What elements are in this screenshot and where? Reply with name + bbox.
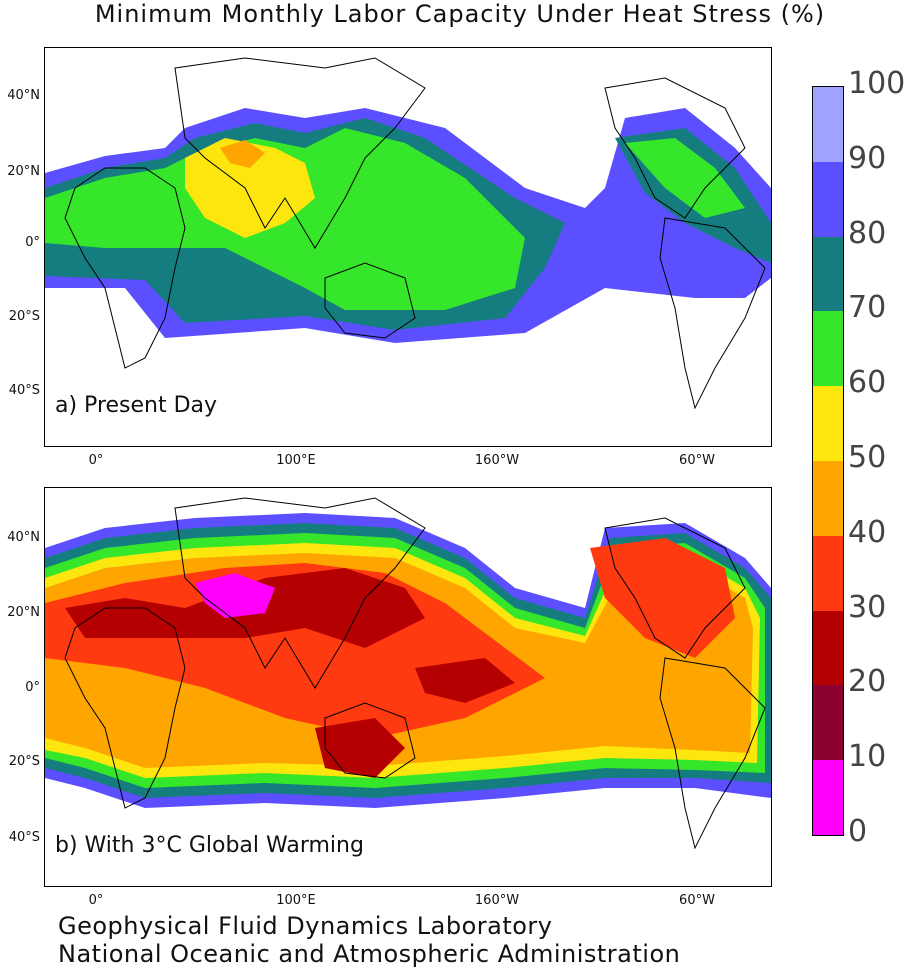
lon-tick-b-0: 0° (88, 893, 104, 908)
colorbar-label: 20 (848, 664, 887, 700)
colorbar-segment (813, 535, 843, 611)
panel-a-label: a) Present Day (55, 393, 218, 418)
lat-tick-a-20n: 20°N (7, 164, 40, 179)
colorbar (812, 86, 844, 836)
lon-tick-a-0: 0° (88, 453, 104, 468)
lon-tick-a-60w: 60°W (679, 453, 715, 468)
credit-line-2: National Oceanic and Atmospheric Adminis… (58, 940, 681, 968)
colorbar-segment (813, 236, 843, 312)
present-day-map (45, 57, 771, 410)
lat-tick-b-0: 0° (25, 680, 40, 695)
band-40-50 (220, 140, 265, 168)
band-60-70-americas (625, 138, 745, 218)
credit-line-1: Geophysical Fluid Dynamics Laboratory (58, 912, 553, 940)
colorbar-label: 60 (848, 365, 887, 401)
colorbar-segment (813, 685, 843, 761)
colorbar-label: 70 (848, 290, 887, 326)
map-title: Minimum Monthly Labor Capacity Under Hea… (94, 0, 826, 28)
colorbar-segment (813, 161, 843, 237)
colorbar-segment (813, 386, 843, 461)
colorbar-label: 0 (848, 814, 868, 849)
colorbar-label: 80 (848, 215, 887, 251)
panel-b-label: b) With 3°C Global Warming (55, 833, 364, 858)
colorbar-label: 40 (848, 514, 887, 550)
coastlines (64, 57, 766, 410)
present-day-heat-field (45, 108, 771, 343)
colorbar-segment (813, 311, 843, 387)
lon-tick-a-100e: 100°E (276, 453, 316, 468)
colorbar-label: 100 (848, 66, 906, 101)
band-20-30-pacific (415, 658, 515, 703)
lat-tick-b-20s: 20°S (8, 754, 40, 769)
band-50-60 (185, 138, 315, 238)
panel-present-day: a) Present Day (44, 47, 772, 447)
lat-tick-b-40n: 40°N (7, 530, 40, 545)
lon-tick-a-160w: 160°W (474, 453, 520, 468)
lon-tick-b-100e: 100°E (276, 893, 316, 908)
lon-tick-b-160w: 160°W (474, 893, 520, 908)
panel-3c-warming: b) With 3°C Global Warming (44, 487, 772, 887)
colorbar-segment (813, 87, 843, 162)
colorbar-segment (813, 461, 843, 536)
colorbar-label: 30 (848, 589, 887, 625)
band-30-40-americas (590, 538, 735, 658)
lat-tick-a-40s: 40°S (8, 383, 40, 398)
lat-tick-a-20s: 20°S (8, 309, 40, 324)
colorbar-segment (813, 610, 843, 686)
colorbar-label: 90 (848, 140, 887, 176)
warming-heat-field (45, 513, 771, 808)
lat-tick-a-0: 0° (25, 235, 40, 250)
lat-tick-b-20n: 20°N (7, 605, 40, 620)
colorbar-label: 50 (848, 440, 887, 475)
lat-tick-a-40n: 40°N (7, 88, 40, 103)
lon-tick-b-60w: 60°W (679, 893, 715, 908)
warming-map (45, 497, 771, 850)
band-0-10 (195, 573, 275, 618)
coastlines (64, 497, 766, 850)
colorbar-label: 10 (848, 739, 887, 775)
lat-tick-b-40s: 40°S (8, 830, 40, 845)
colorbar-segment (813, 760, 843, 835)
